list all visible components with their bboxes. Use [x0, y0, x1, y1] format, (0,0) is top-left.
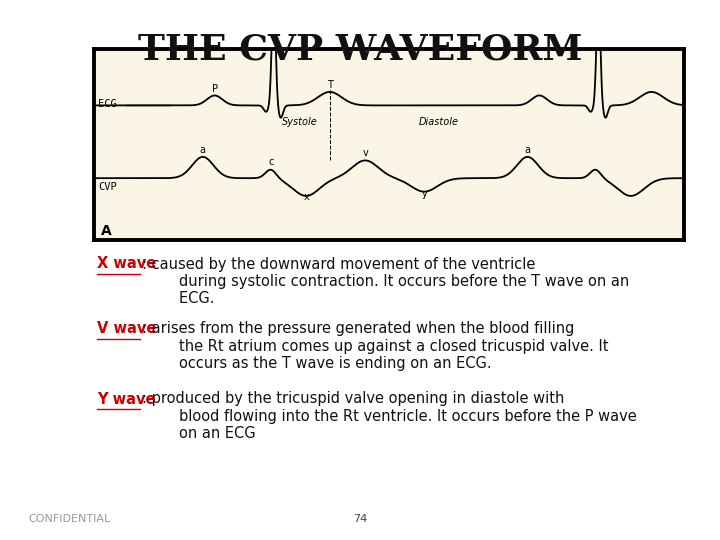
Text: ECG: ECG: [99, 99, 117, 109]
Text: P: P: [212, 84, 217, 94]
Text: V wave: V wave: [97, 321, 156, 336]
Text: CVP: CVP: [99, 182, 117, 192]
Text: x: x: [303, 192, 309, 202]
Text: CONFIDENTIAL: CONFIDENTIAL: [29, 514, 111, 524]
Text: 74: 74: [353, 514, 367, 524]
Text: : arises from the pressure generated when the blood filling
        the Rt atriu: : arises from the pressure generated whe…: [142, 321, 608, 371]
Text: T: T: [327, 79, 333, 90]
Text: a: a: [525, 145, 531, 154]
Text: X wave: X wave: [97, 256, 156, 272]
Text: Y wave: Y wave: [97, 392, 156, 407]
Text: THE CVP WAVEFORM: THE CVP WAVEFORM: [138, 32, 582, 66]
Text: y: y: [421, 188, 427, 199]
Text: a: a: [200, 145, 206, 154]
Text: : caused by the downward movement of the ventricle
        during systolic contr: : caused by the downward movement of the…: [142, 256, 629, 306]
Text: : produced by the tricuspid valve opening in diastole with
        blood flowing: : produced by the tricuspid valve openin…: [142, 392, 636, 441]
Text: c: c: [268, 157, 274, 167]
Text: Systole: Systole: [282, 117, 318, 127]
Text: v: v: [362, 148, 368, 158]
Text: A: A: [101, 224, 112, 238]
Text: Diastole: Diastole: [419, 117, 459, 127]
